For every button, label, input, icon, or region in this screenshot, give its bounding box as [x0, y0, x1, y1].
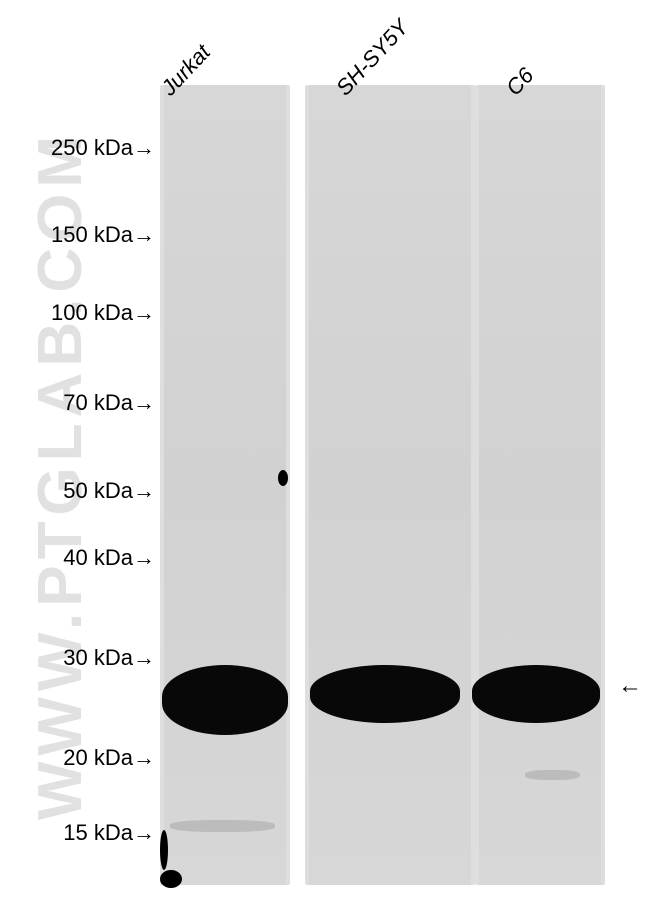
marker-100kda: 100 kDa→: [51, 300, 155, 326]
marker-70kda: 70 kDa→: [63, 390, 155, 416]
artifact-speck: [160, 870, 182, 888]
faint-band: [525, 770, 580, 780]
faint-band: [170, 820, 275, 832]
artifact-speck: [278, 470, 288, 486]
marker-50kda: 50 kDa→: [63, 478, 155, 504]
lane-shadow: [164, 85, 286, 885]
band-shsy5y: [310, 665, 460, 723]
target-band-arrow-icon: ←: [618, 672, 642, 700]
marker-30kda: 30 kDa→: [63, 645, 155, 671]
lane-shadow: [309, 85, 471, 885]
band-jurkat: [162, 665, 288, 735]
marker-250kda: 250 kDa→: [51, 135, 155, 161]
western-blot-figure: WWW.PTGLAB.COM Jurkat SH-SY5Y C6 250 kDa…: [0, 0, 650, 903]
marker-15kda: 15 kDa→: [63, 820, 155, 846]
marker-150kda: 150 kDa→: [51, 222, 155, 248]
artifact-speck: [160, 830, 168, 870]
lane-shadow: [479, 85, 601, 885]
marker-20kda: 20 kDa→: [63, 745, 155, 771]
marker-40kda: 40 kDa→: [63, 545, 155, 571]
band-c6: [472, 665, 600, 723]
